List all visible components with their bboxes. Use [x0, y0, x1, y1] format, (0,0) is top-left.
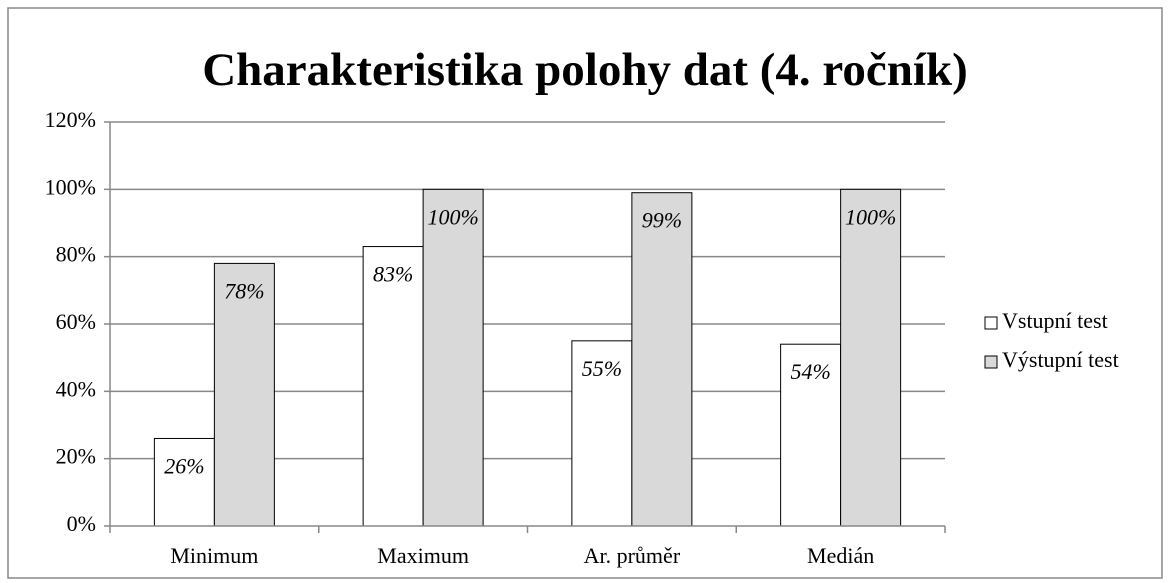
- legend-label: Výstupní test: [1002, 347, 1119, 372]
- bar: [422, 188, 484, 527]
- value-label: 99%: [642, 208, 682, 233]
- x-tick-label: Medián: [807, 543, 874, 568]
- y-tick-label: 40%: [56, 376, 96, 401]
- y-tick-label: 100%: [45, 174, 96, 199]
- chart-title: Charakteristika polohy dat (4. ročník): [202, 44, 968, 96]
- bar: [840, 188, 902, 527]
- x-tick-label: Ar. průměr: [584, 543, 681, 568]
- x-tick-label: Maximum: [377, 543, 469, 568]
- y-tick-label: 60%: [56, 309, 96, 334]
- value-label: 26%: [164, 454, 204, 479]
- bar: [213, 262, 275, 527]
- bar: [362, 246, 424, 527]
- y-tick-label: 0%: [67, 511, 96, 536]
- bar: [153, 437, 215, 527]
- value-label: 54%: [790, 359, 830, 384]
- y-tick-label: 120%: [45, 107, 96, 132]
- value-label: 78%: [224, 278, 264, 303]
- value-label: 100%: [845, 204, 896, 229]
- bar: [571, 340, 633, 527]
- y-tick-label: 80%: [56, 242, 96, 267]
- legend-swatch: [984, 355, 998, 369]
- bar: [780, 343, 842, 527]
- legend-label: Vstupní test: [1002, 308, 1108, 333]
- value-label: 55%: [582, 356, 622, 381]
- bar: [631, 192, 693, 527]
- value-label: 83%: [373, 262, 413, 287]
- legend-swatch: [984, 316, 998, 330]
- x-tick-label: Minimum: [170, 543, 258, 568]
- value-label: 100%: [427, 204, 478, 229]
- y-tick-label: 20%: [56, 444, 96, 469]
